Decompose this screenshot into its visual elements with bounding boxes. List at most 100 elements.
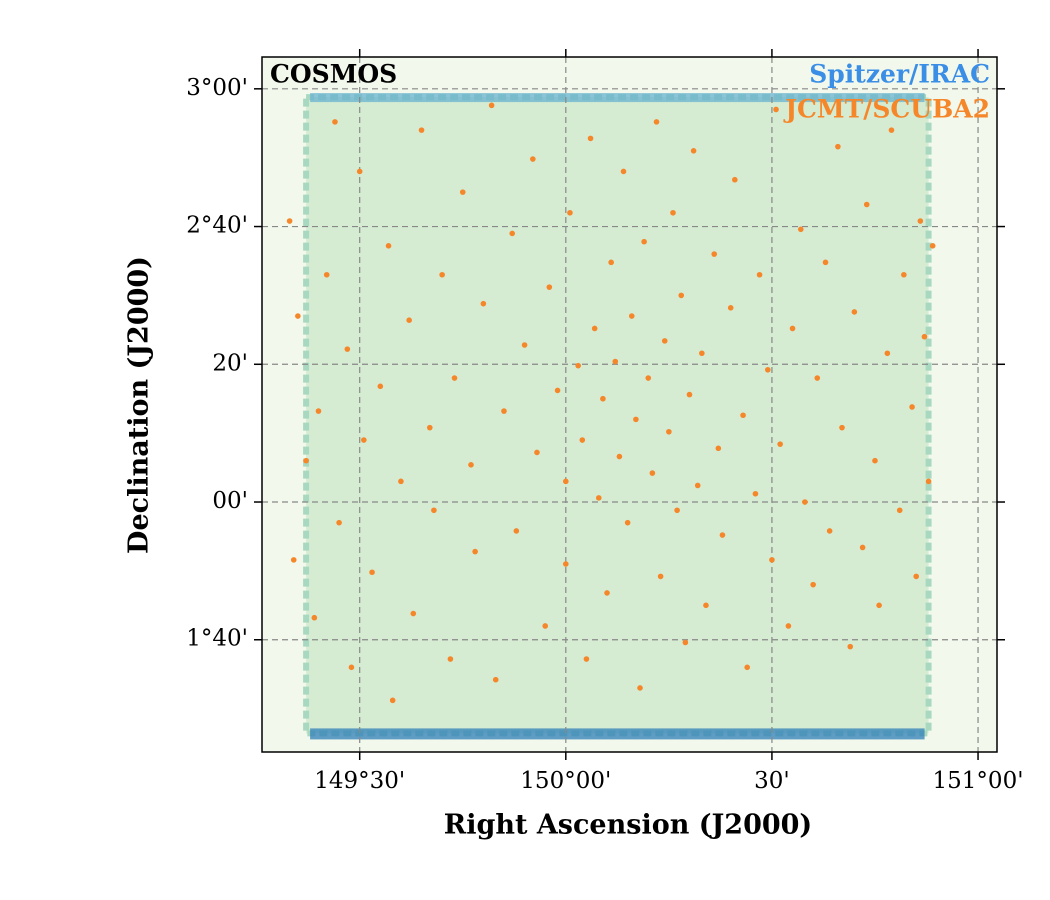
source-point — [591, 325, 598, 332]
source-point — [649, 470, 656, 476]
source-point — [410, 610, 417, 617]
source-point — [822, 259, 829, 266]
source-point — [628, 313, 635, 319]
source-point — [826, 528, 833, 534]
legend-label: Spitzer/IRAC — [809, 60, 990, 89]
source-point — [554, 387, 561, 394]
y-tick-label: 00' — [212, 488, 248, 514]
source-point — [641, 238, 647, 245]
source-point — [488, 102, 495, 109]
source-point — [847, 643, 854, 650]
source-point — [896, 507, 903, 514]
source-point — [608, 259, 614, 266]
source-point — [616, 453, 623, 460]
source-point — [690, 147, 697, 154]
source-point — [719, 532, 726, 538]
source-point — [542, 623, 548, 629]
source-point — [694, 482, 701, 489]
coverage-region — [303, 94, 932, 737]
source-point — [418, 127, 425, 133]
source-point — [472, 548, 478, 555]
source-point — [563, 478, 569, 485]
source-point — [888, 127, 895, 133]
source-point — [674, 507, 680, 514]
y-tick-label: 2°40' — [186, 213, 248, 239]
source-point — [884, 350, 891, 357]
source-point — [612, 358, 619, 365]
source-point — [682, 639, 689, 646]
source-point — [872, 457, 878, 464]
source-point — [406, 317, 412, 324]
source-point — [670, 209, 676, 216]
source-point — [468, 462, 474, 468]
source-point — [286, 218, 293, 224]
source-point — [925, 478, 932, 485]
source-point — [361, 437, 367, 443]
source-point — [579, 437, 586, 443]
source-point — [398, 478, 404, 485]
source-point — [323, 271, 330, 278]
coverage-layer — [303, 93, 932, 740]
source-point — [595, 495, 602, 501]
source-point — [657, 573, 664, 580]
coverage-edge — [310, 728, 925, 740]
source-point — [797, 226, 804, 233]
source-point — [777, 441, 783, 447]
source-point — [369, 569, 375, 576]
source-point — [909, 404, 915, 410]
source-point — [501, 408, 507, 414]
x-tick-label: 150°00' — [520, 768, 611, 794]
source-point — [480, 300, 487, 307]
source-point — [917, 218, 924, 224]
source-point — [839, 424, 845, 431]
source-point — [921, 333, 928, 340]
source-point — [459, 189, 466, 195]
y-axis-label: Declination (J2000) — [124, 256, 155, 554]
source-point — [290, 557, 297, 563]
source-point — [661, 338, 668, 344]
source-point — [686, 391, 693, 398]
source-point — [583, 656, 590, 662]
source-point — [447, 656, 454, 662]
source-point — [295, 313, 301, 319]
source-point — [451, 375, 458, 381]
source-point — [851, 309, 858, 315]
source-point — [752, 490, 759, 497]
source-point — [348, 664, 355, 671]
source-point — [600, 395, 606, 402]
x-tick-label: 151°00' — [933, 768, 1024, 794]
coverage-edge — [310, 93, 925, 103]
source-point — [492, 676, 499, 683]
source-point — [439, 271, 445, 278]
legend-label: JCMT/SCUBA2 — [783, 95, 990, 124]
source-point — [785, 623, 792, 629]
source-point — [653, 119, 660, 125]
source-point — [802, 499, 808, 505]
source-point — [620, 168, 627, 175]
source-point — [332, 119, 338, 125]
source-point — [645, 375, 652, 381]
source-point — [699, 350, 705, 357]
source-point — [575, 362, 581, 369]
source-point — [666, 428, 672, 435]
source-point — [509, 230, 516, 237]
x-axis-label: Right Ascension (J2000) — [444, 810, 812, 841]
source-point — [814, 375, 821, 381]
source-point — [901, 271, 907, 278]
source-point — [587, 135, 594, 142]
source-point — [769, 557, 775, 563]
source-point — [546, 284, 553, 290]
source-point — [810, 581, 816, 588]
source-point — [756, 271, 763, 278]
source-point — [773, 106, 779, 113]
plot-frame — [261, 56, 998, 753]
source-point — [426, 424, 433, 431]
source-point — [530, 156, 536, 162]
source-point — [740, 412, 746, 419]
source-point — [513, 528, 520, 534]
source-point — [633, 416, 639, 423]
source-point — [678, 292, 685, 299]
source-point — [377, 383, 384, 390]
source-point — [929, 243, 936, 249]
